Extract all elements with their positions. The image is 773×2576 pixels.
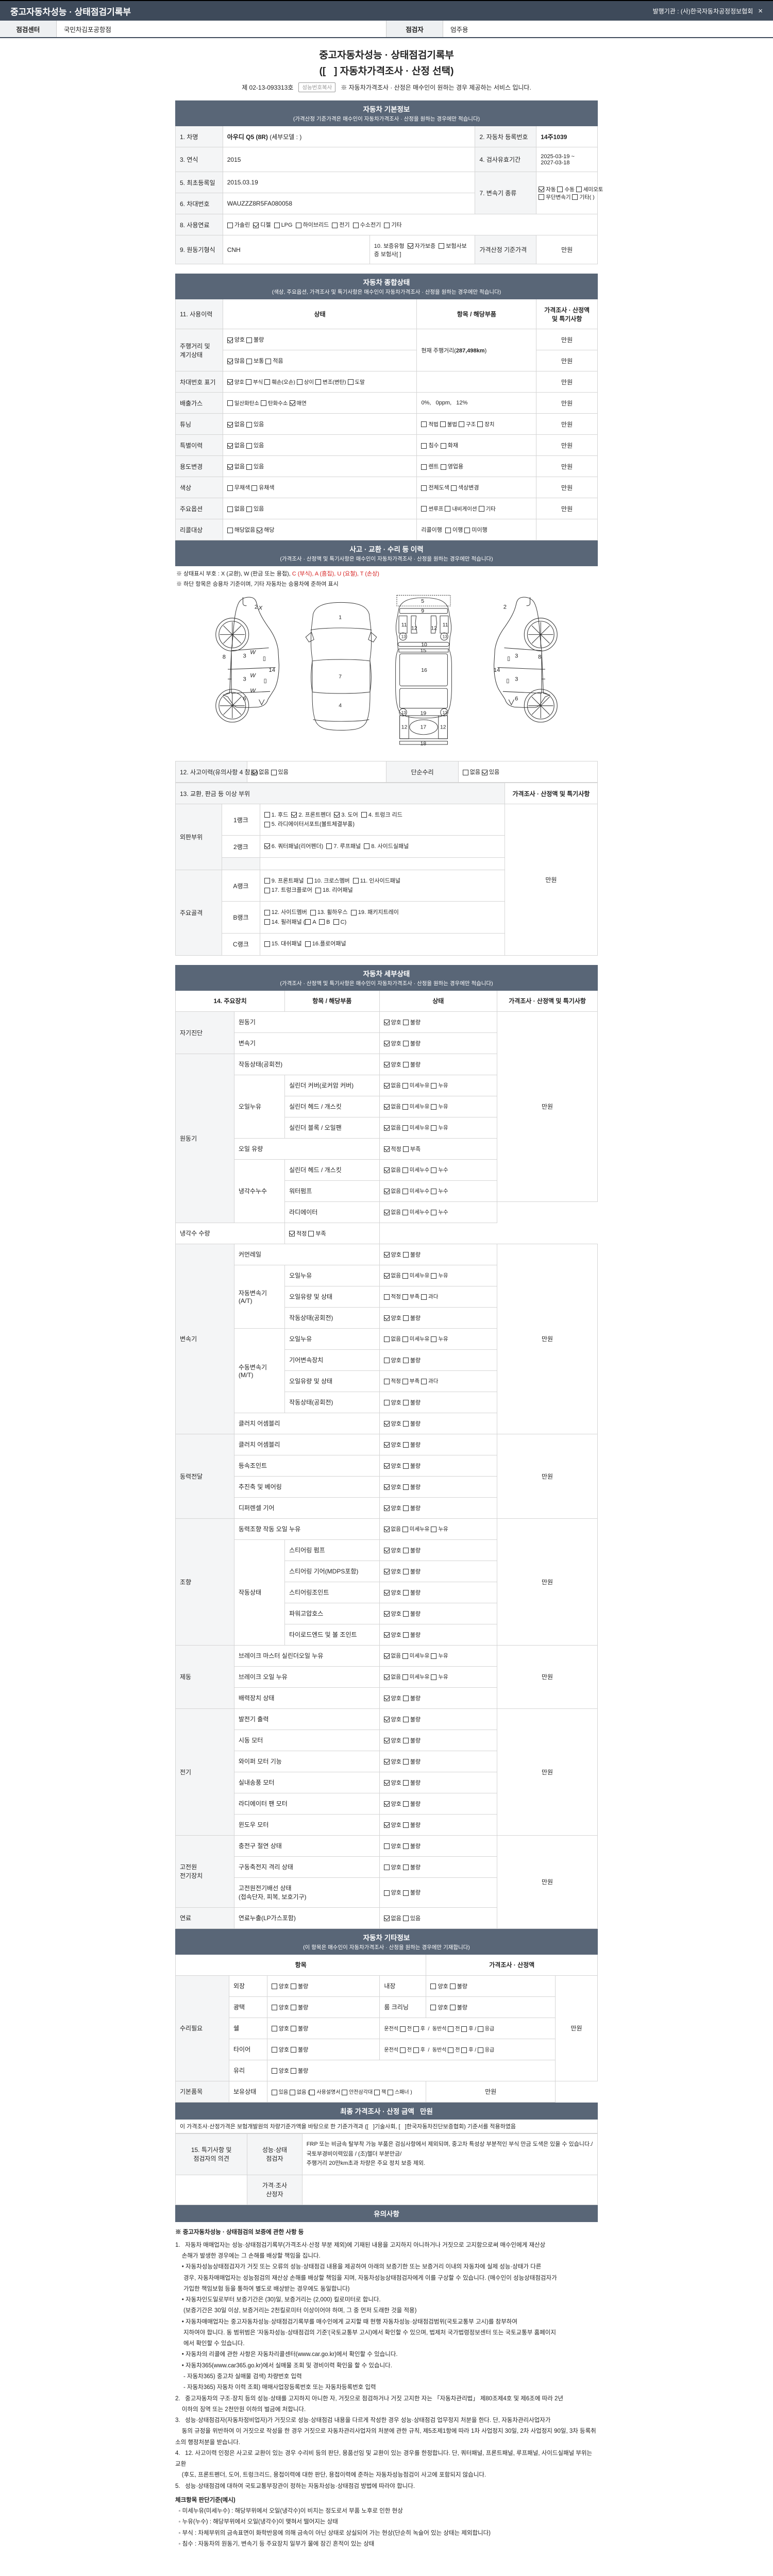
- svg-text:W: W: [250, 650, 256, 656]
- svg-text:18: 18: [421, 741, 427, 747]
- svg-text:7: 7: [339, 674, 342, 680]
- svg-text:4: 4: [339, 703, 342, 709]
- svg-text:6: 6: [243, 696, 246, 702]
- svg-text:13: 13: [401, 635, 406, 639]
- svg-text:11: 11: [401, 622, 407, 628]
- svg-text:3: 3: [243, 676, 246, 682]
- svg-text:3: 3: [243, 653, 246, 659]
- svg-text:14: 14: [269, 667, 275, 673]
- svg-text:14: 14: [494, 667, 500, 673]
- svg-text:6: 6: [515, 696, 518, 702]
- svg-text:12: 12: [440, 725, 446, 731]
- svg-text:2: 2: [255, 604, 258, 611]
- svg-text:3: 3: [515, 676, 518, 682]
- svg-text:W: W: [250, 688, 256, 694]
- svg-text:W: W: [250, 673, 256, 679]
- svg-text:9: 9: [421, 608, 424, 614]
- svg-text:5: 5: [421, 599, 424, 604]
- svg-text:17: 17: [421, 725, 427, 731]
- svg-text:12: 12: [411, 626, 417, 632]
- svg-text:13: 13: [443, 710, 447, 715]
- svg-text:8: 8: [538, 654, 541, 660]
- svg-text:13: 13: [401, 710, 406, 715]
- svg-text:16: 16: [421, 668, 427, 673]
- svg-text:3: 3: [515, 653, 518, 659]
- svg-text:12: 12: [401, 725, 408, 731]
- svg-text:13: 13: [443, 635, 447, 639]
- svg-text:2: 2: [503, 604, 507, 611]
- svg-text:12: 12: [431, 626, 437, 632]
- svg-text:1: 1: [339, 615, 342, 620]
- svg-text:19: 19: [421, 710, 427, 716]
- svg-text:15: 15: [421, 648, 427, 654]
- svg-text:11: 11: [443, 622, 448, 628]
- svg-text:10: 10: [421, 642, 427, 648]
- svg-text:X: X: [258, 605, 263, 611]
- svg-text:8: 8: [223, 654, 226, 660]
